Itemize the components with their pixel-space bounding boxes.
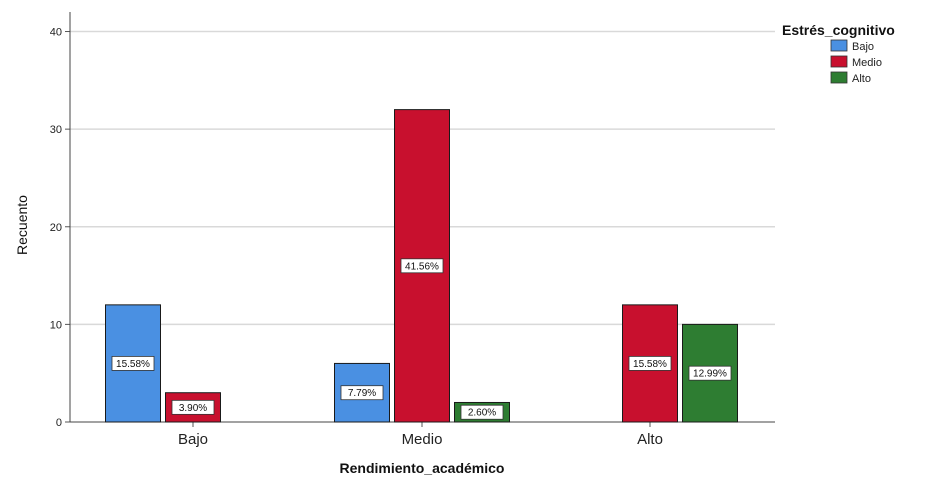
y-axis-title: Recuento	[14, 195, 30, 255]
data-label-box	[688, 365, 732, 381]
data-label: 41.56%	[405, 261, 439, 272]
x-tick-label: Bajo	[178, 431, 208, 448]
legend-swatch	[830, 39, 848, 52]
x-tick-label: Alto	[637, 431, 663, 448]
y-tick-label: 20	[50, 222, 62, 234]
data-label: 12.99%	[693, 369, 727, 380]
data-label-box	[111, 356, 155, 371]
y-tick-label: 30	[50, 124, 62, 136]
x-axis-title: Rendimiento_académico	[340, 460, 505, 476]
y-tick-label: 40	[50, 27, 62, 39]
legend-label: Bajo	[852, 41, 874, 53]
y-tick-label: 0	[56, 417, 62, 429]
data-label-box	[171, 399, 215, 415]
data-label-box	[340, 385, 384, 401]
legend-label: Alto	[852, 73, 871, 85]
data-label: 15.58%	[633, 359, 667, 370]
legend: Estrés_cognitivo Bajo Medio Alto	[782, 22, 895, 85]
data-label: 15.58%	[116, 359, 150, 370]
x-tick-label: Medio	[402, 431, 443, 448]
legend-title: Estrés_cognitivo	[782, 22, 895, 38]
data-label: 3.90%	[179, 403, 207, 414]
legend-label: Medio	[852, 57, 882, 69]
legend-swatch	[830, 55, 848, 68]
data-label-layer: 15.58% 3.90% 7.79% 41.56% 2.60% 15.58% 12.99%	[111, 258, 732, 420]
legend-swatch	[830, 71, 848, 84]
data-label: 7.79%	[348, 388, 376, 399]
legend-items: Bajo Medio Alto	[830, 39, 882, 85]
data-label-box	[460, 404, 504, 420]
data-label: 2.60%	[468, 408, 496, 419]
data-label-box	[628, 356, 672, 371]
y-tick-label: 10	[50, 319, 62, 331]
data-label-box	[400, 258, 444, 274]
